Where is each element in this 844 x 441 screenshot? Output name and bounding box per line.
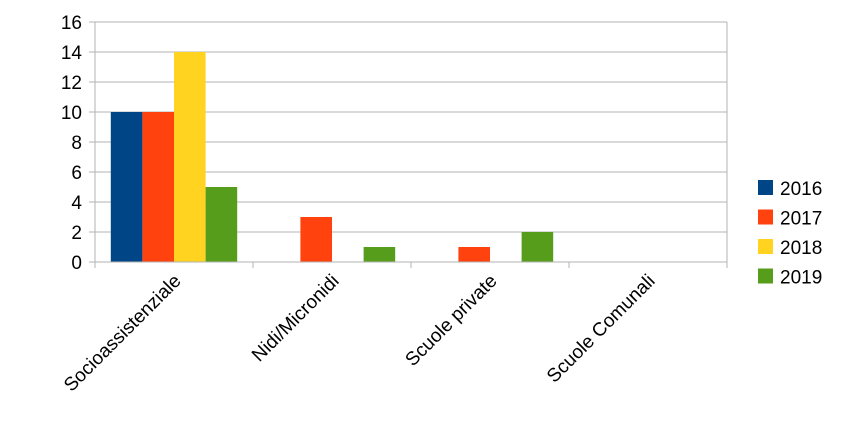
- y-tick-label: 6: [71, 163, 82, 184]
- bar-2017-2: [458, 247, 490, 262]
- bar-2019-1: [363, 247, 396, 262]
- y-tick-label: 14: [61, 43, 83, 64]
- bar-2017-0: [142, 112, 174, 262]
- x-axis-category-labels: Socioassistenziale Nidi/Micronidi Scuole p…: [60, 271, 659, 396]
- axes: [94, 22, 728, 268]
- x-category-label: Scuole Comunali: [543, 271, 659, 387]
- legend-label: 2018: [780, 238, 822, 259]
- legend-label: 2016: [780, 179, 822, 200]
- bars: [110, 52, 554, 262]
- bar-2018-0: [174, 52, 206, 262]
- y-tick-label: 16: [61, 13, 82, 34]
- legend: 2016 2017 2018 2019: [758, 179, 822, 289]
- y-tick-label: 2: [71, 223, 82, 244]
- legend-swatch-2018: [758, 239, 773, 254]
- y-tick-label: 12: [61, 73, 82, 94]
- y-tick-label: 0: [71, 253, 82, 274]
- bar-2016-0: [110, 112, 143, 262]
- y-axis-tick-labels: 0 2 4 6 8 10 12 14 16: [61, 13, 83, 274]
- bar-2017-1: [300, 217, 332, 262]
- legend-label: 2017: [780, 209, 822, 230]
- x-category-label: Socioassistenziale: [60, 271, 185, 396]
- bar-2019-0: [205, 187, 238, 262]
- legend-label: 2019: [780, 268, 822, 289]
- x-category-label: Scuole private: [402, 271, 502, 371]
- y-tick-label: 10: [61, 103, 82, 124]
- y-tick-label: 4: [71, 193, 82, 214]
- legend-swatch-2016: [758, 180, 773, 195]
- y-tick-label: 8: [71, 133, 82, 154]
- bar-2019-2: [521, 232, 554, 262]
- legend-swatch-2017: [758, 209, 773, 225]
- x-category-label: Nidi/Micronidi: [248, 271, 343, 366]
- legend-swatch-2019: [758, 268, 773, 284]
